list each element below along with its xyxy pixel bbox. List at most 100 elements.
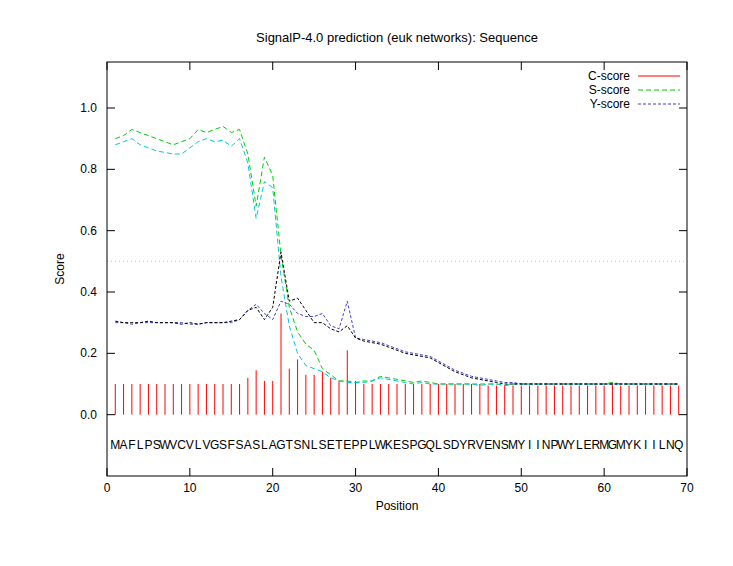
c-score-impulse	[604, 386, 605, 415]
c-score-impulse	[529, 386, 530, 415]
x-axis-label: Position	[376, 499, 419, 513]
c-score-impulse	[645, 386, 646, 415]
sequence-letter: A	[120, 438, 128, 452]
c-score-impulse	[405, 384, 406, 415]
c-score-impulse	[521, 386, 522, 415]
sequence-letter: V	[169, 438, 177, 452]
c-score-impulse	[579, 386, 580, 415]
sequence-letter: L	[659, 438, 666, 452]
sequence-letter: I	[536, 438, 539, 452]
c-score-impulse	[670, 386, 671, 415]
c-score-impulse	[537, 386, 538, 415]
c-score-impulse	[380, 384, 381, 415]
score-line	[115, 126, 678, 385]
c-score-impulse	[256, 370, 257, 414]
c-score-impulse	[629, 386, 630, 415]
cutoff-line	[107, 261, 687, 262]
score-line	[115, 301, 678, 384]
y-tick	[107, 292, 115, 293]
title: SignalP-4.0 prediction (euk networks): S…	[256, 30, 538, 45]
sequence-letter: L	[195, 438, 202, 452]
sequence-letter: T	[335, 438, 343, 452]
sequence-letter: I	[652, 438, 655, 452]
legend-label: S-score	[589, 83, 631, 97]
sequence-letter: L	[311, 438, 318, 452]
c-score-impulse	[355, 381, 356, 415]
y-tick	[679, 230, 687, 231]
x-tick-label: 50	[515, 481, 529, 495]
c-score-impulse	[662, 386, 663, 415]
sequence-letter: Y	[625, 438, 633, 452]
sequence-letter: S	[443, 438, 451, 452]
sequence-letter: Y	[517, 438, 525, 452]
plot-frame	[107, 62, 687, 476]
c-score-impulse	[513, 386, 514, 415]
c-score-impulse	[554, 386, 555, 415]
sequence-letter: Y	[459, 438, 467, 452]
sequence-letter: K	[385, 438, 393, 452]
sequence-letter: L	[435, 438, 442, 452]
x-tick	[438, 62, 439, 70]
sequence-letter: Q	[674, 438, 683, 452]
sequence-letter: I	[528, 438, 531, 452]
x-tick-label: 0	[104, 481, 111, 495]
c-score-impulse	[496, 386, 497, 415]
sequence-letter: F	[128, 438, 135, 452]
sequence-letter: S	[252, 438, 260, 452]
c-score-impulse	[562, 386, 563, 415]
chart-container: SignalP-4.0 prediction (euk networks): S…	[0, 0, 733, 566]
y-tick	[679, 414, 687, 415]
background	[0, 0, 733, 566]
sequence-letter: N	[302, 438, 311, 452]
c-score-impulse	[281, 313, 282, 414]
x-tick	[521, 468, 522, 476]
y-tick	[107, 414, 115, 415]
y-axis-label: Score	[53, 253, 67, 285]
sequence-letter: K	[633, 438, 641, 452]
x-tick	[355, 468, 356, 476]
x-tick	[355, 62, 356, 70]
sequence-letter: S	[318, 438, 326, 452]
legend-swatch	[638, 90, 680, 91]
c-score-impulse	[678, 386, 679, 415]
c-score-impulse	[115, 384, 116, 415]
sequence-letter: S	[219, 438, 227, 452]
chart-svg: SignalP-4.0 prediction (euk networks): S…	[0, 0, 733, 566]
x-tick	[189, 62, 190, 70]
x-tick-label: 30	[349, 481, 363, 495]
y-tick	[107, 230, 115, 231]
c-score-impulse	[140, 384, 141, 415]
c-score-impulse	[413, 384, 414, 415]
y-tick	[679, 353, 687, 354]
y-tick-label: 0.4	[80, 285, 97, 299]
c-score-impulse	[488, 386, 489, 415]
sequence-letter: E	[584, 438, 592, 452]
y-tick-label: 0.0	[80, 408, 97, 422]
x-tick-label: 60	[597, 481, 611, 495]
legend-swatch	[638, 104, 680, 105]
c-score-impulse	[165, 384, 166, 415]
sequence-letter: L	[576, 438, 583, 452]
c-score-impulse	[504, 386, 505, 415]
c-score-impulse	[479, 384, 480, 415]
c-score-impulse	[388, 384, 389, 415]
score-line	[115, 252, 678, 384]
x-tick	[272, 468, 273, 476]
y-tick	[107, 169, 115, 170]
sequence-letter: L	[261, 438, 268, 452]
sequence-letter: L	[137, 438, 144, 452]
c-score-impulse	[264, 381, 265, 415]
x-tick-label: 10	[183, 481, 197, 495]
x-tick	[189, 468, 190, 476]
c-score-impulse	[272, 381, 273, 415]
c-score-impulse	[173, 384, 174, 415]
c-score-impulse	[546, 386, 547, 415]
y-tick	[679, 108, 687, 109]
c-score-impulse	[339, 381, 340, 415]
c-score-impulse	[305, 375, 306, 415]
c-score-impulse	[421, 384, 422, 415]
c-score-impulse	[297, 359, 298, 414]
x-tick	[604, 468, 605, 476]
sequence-letter: V	[186, 438, 194, 452]
c-score-impulse	[446, 384, 447, 415]
